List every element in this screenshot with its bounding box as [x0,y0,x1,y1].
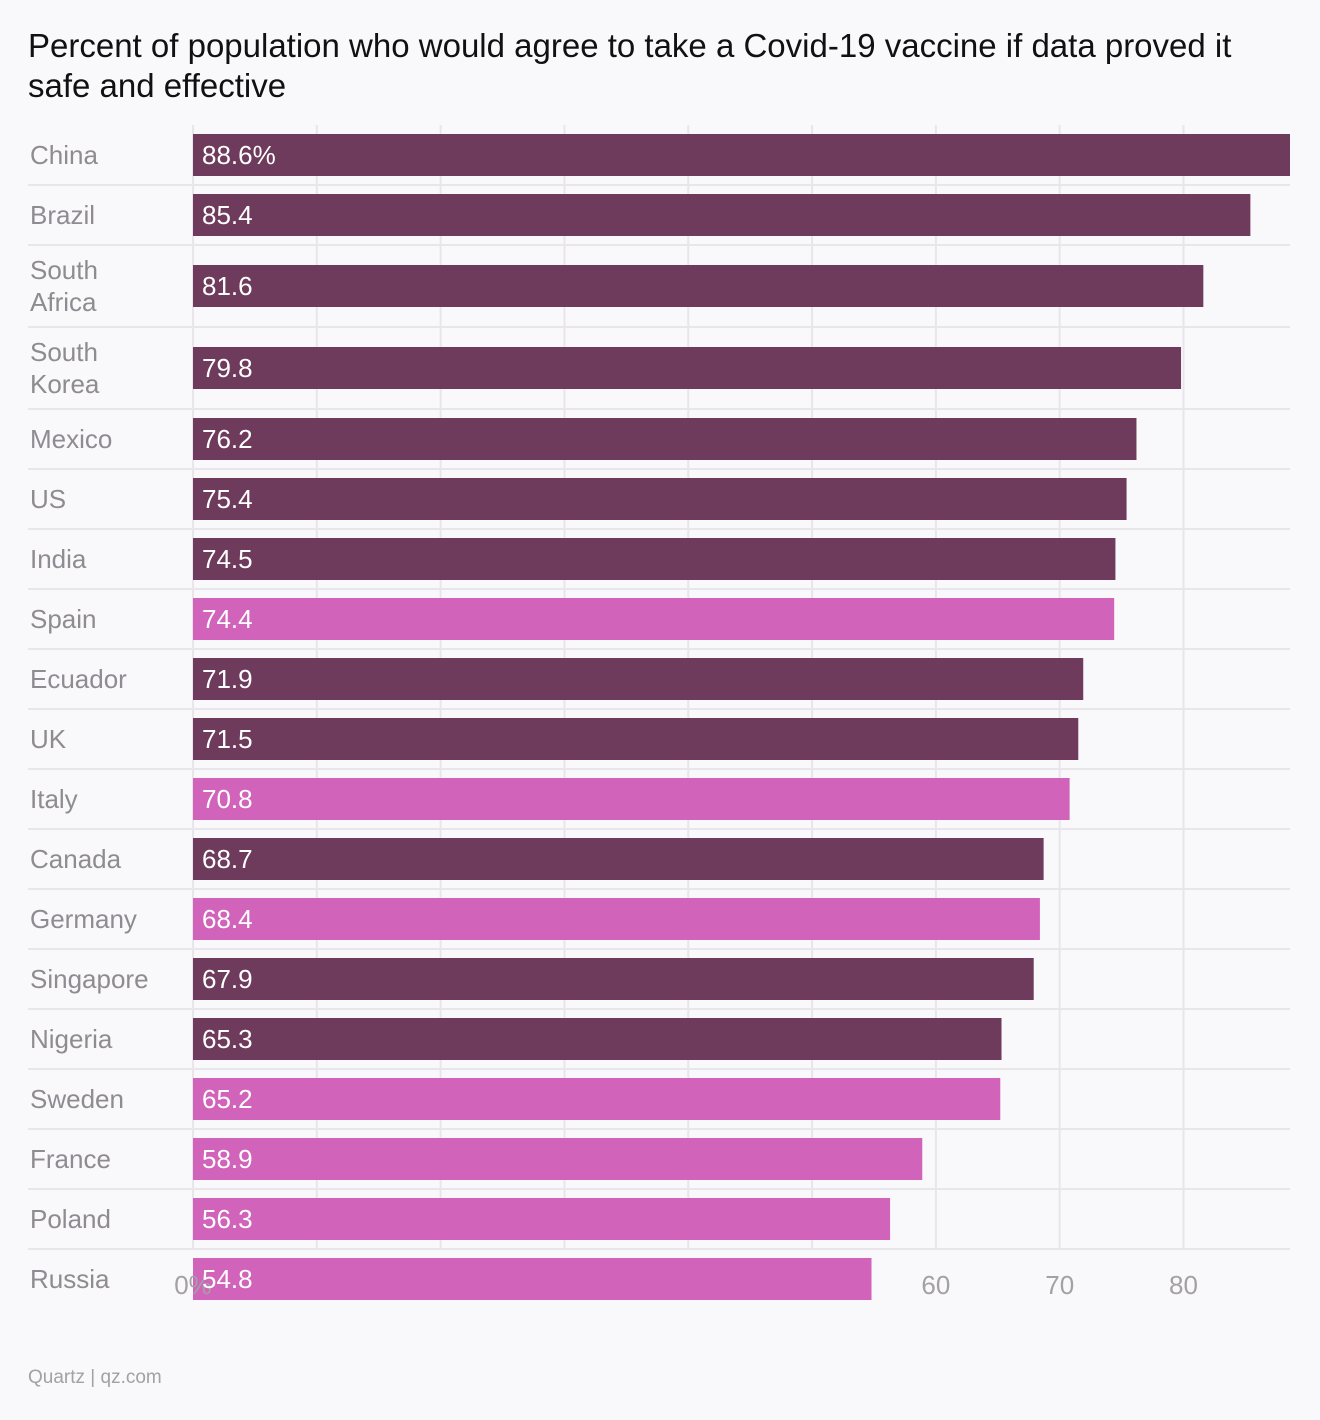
value-label-singapore: 67.9 [202,964,253,994]
value-label-mexico: 76.2 [202,424,253,454]
bar-canada [193,838,1044,880]
bar-spain [193,598,1115,640]
category-label-india: India [30,544,87,574]
value-label-poland: 56.3 [202,1204,253,1234]
category-label-france: France [30,1144,111,1174]
chart-title: Percent of population who would agree to… [28,27,1232,104]
bar-singapore [193,958,1034,1000]
bar-india [193,538,1116,580]
x-tick-label-70: 70 [1045,1270,1074,1300]
bar-south-korea [193,347,1182,389]
value-label-us: 75.4 [202,484,253,514]
category-label-russia: Russia [30,1264,110,1294]
bar-brazil [193,194,1251,236]
category-label-germany: Germany [30,904,137,934]
category-label-china: China [30,140,98,170]
category-label-spain: Spain [30,604,97,634]
bar-us [193,478,1127,520]
value-label-russia: 54.8 [202,1264,253,1294]
bar-france [193,1138,923,1180]
category-labels: China Brazil South Africa South Korea Mexico US… [30,140,149,1294]
value-label-spain: 74.4 [202,604,253,634]
category-label-mexico: Mexico [30,424,112,454]
value-label-ecuador: 71.9 [202,664,253,694]
category-label-ecuador: Ecuador [30,664,127,694]
bar-russia [193,1258,872,1300]
source-credit: Quartz | qz.com [28,1367,162,1388]
x-tick-label-0: 0% [174,1270,212,1300]
bar-germany [193,898,1040,940]
bar-nigeria [193,1018,1002,1060]
category-label-canada: Canada [30,844,122,874]
value-labels: 88.6% 85.4 81.6 79.8 76.2 75.4 74.5 74.4 71.9 71.… [202,140,276,1294]
value-label-canada: 68.7 [202,844,253,874]
bar-ecuador [193,658,1084,700]
category-label-nigeria: Nigeria [30,1024,113,1054]
category-label-sweden: Sweden [30,1084,124,1114]
category-label-poland: Poland [30,1204,111,1234]
value-label-france: 58.9 [202,1144,253,1174]
bar-mexico [193,418,1137,460]
x-tick-label-60: 60 [921,1270,950,1300]
category-label-south-korea: South Korea [30,337,100,399]
value-label-south-korea: 79.8 [202,353,253,383]
value-label-india: 74.5 [202,544,253,574]
value-label-italy: 70.8 [202,784,253,814]
category-label-uk: UK [30,724,67,754]
bars [193,134,1290,1300]
bar-italy [193,778,1070,820]
category-label-south-africa: South Africa [30,255,98,317]
value-label-nigeria: 65.3 [202,1024,253,1054]
bar-sweden [193,1078,1001,1120]
category-label-us: US [30,484,66,514]
bar-uk [193,718,1079,760]
bar-china [193,134,1290,176]
category-label-singapore: Singapore [30,964,149,994]
x-axis-tick-labels: 0% 60 70 80 [174,1270,1198,1300]
row-separators [28,184,1290,1250]
value-label-sweden: 65.2 [202,1084,253,1114]
bar-poland [193,1198,891,1240]
x-tick-label-80: 80 [1169,1270,1198,1300]
bar-south-africa [193,265,1204,307]
value-label-south-africa: 81.6 [202,271,253,301]
value-label-brazil: 85.4 [202,200,253,230]
value-label-germany: 68.4 [202,904,253,934]
value-label-china: 88.6% [202,140,276,170]
value-label-uk: 71.5 [202,724,253,754]
category-label-italy: Italy [30,784,78,814]
category-label-brazil: Brazil [30,200,95,230]
